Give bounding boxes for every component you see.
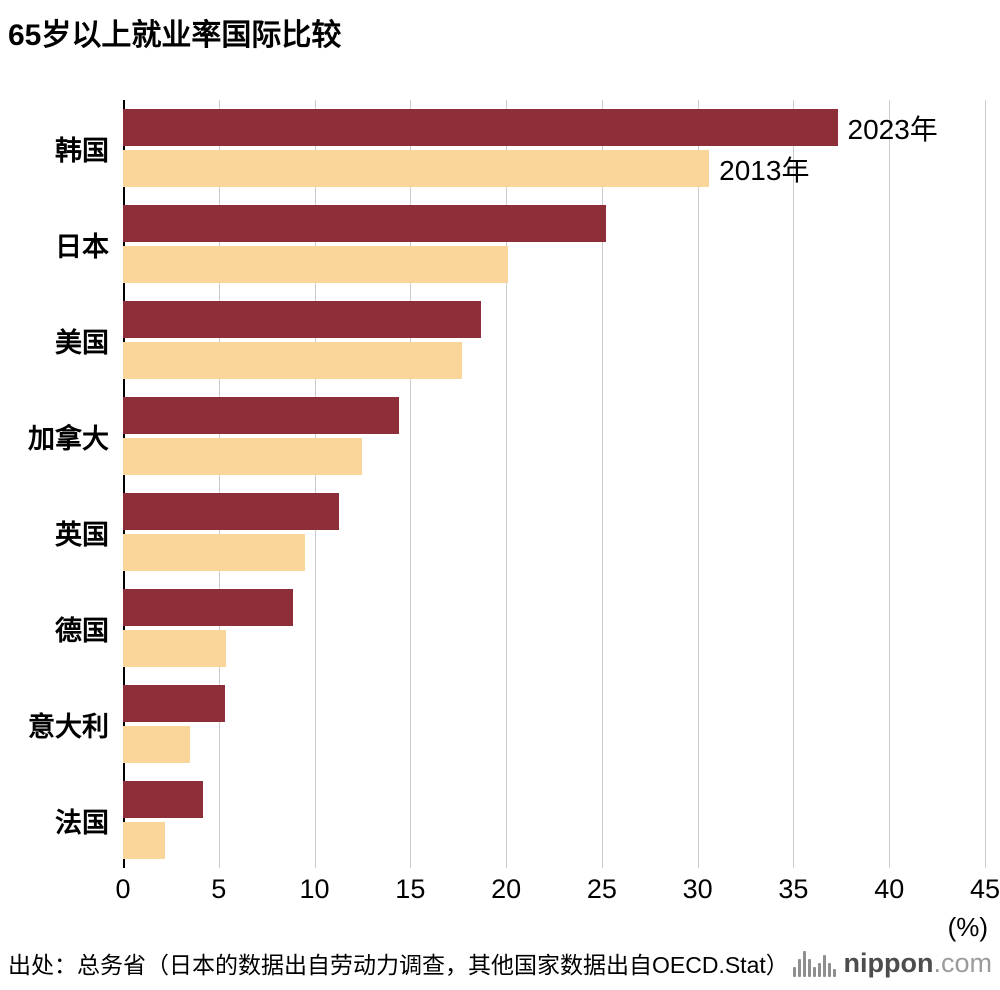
footer: 出处：总务省（日本的数据出自劳动力调查，其他国家数据出自OECD.Stat） n… (0, 946, 1000, 980)
nippon-logo-name: nippon (843, 947, 934, 978)
bar-group: 日本 (0, 196, 1000, 292)
gridline (985, 100, 986, 868)
x-tick-label: 20 (491, 874, 522, 904)
bar-row (123, 342, 985, 379)
bar-2023年 (123, 397, 399, 434)
bar-row (123, 822, 985, 859)
nippon-logo: nippon.com (792, 948, 992, 979)
bar-2013年 (123, 534, 305, 571)
bar-pair (123, 685, 985, 763)
bar-row: 2023年 (123, 109, 985, 146)
bar-2023年 (123, 589, 294, 626)
bar-2023年 (123, 109, 838, 146)
bar-row (123, 205, 985, 242)
bar-2013年 (123, 150, 710, 187)
bar-row (123, 397, 985, 434)
gridline (697, 100, 699, 868)
bar-2023年 (123, 205, 606, 242)
bar-pair (123, 301, 985, 379)
bar-2023年 (123, 781, 204, 818)
x-tick-label: 35 (778, 874, 809, 904)
y-axis-line (123, 100, 125, 868)
bar-group: 美国 (0, 292, 1000, 388)
x-tick-label: 40 (874, 874, 905, 904)
x-tick-label: 5 (211, 874, 227, 904)
bar-2013年 (123, 630, 227, 667)
bar-row (123, 781, 985, 818)
gridline (601, 100, 603, 868)
bar-row (123, 301, 985, 338)
nippon-logo-icon (792, 949, 836, 977)
bar-row (123, 438, 985, 475)
bar-row (123, 246, 985, 283)
bar-row (123, 589, 985, 626)
bar-pair (123, 589, 985, 667)
gridline (314, 100, 316, 868)
bar-group: 韩国 2023年 2013年 (0, 100, 1000, 196)
bar-row (123, 726, 985, 763)
bar-2023年 (123, 493, 340, 530)
category-label: 意大利 (28, 711, 109, 742)
bar-pair: 2023年 2013年 (123, 109, 985, 187)
category-label: 美国 (55, 327, 109, 358)
bar-chart: 韩国 2023年 2013年日本美国加拿大英国德国意大利法国 0 5 10 15 20 25 3… (0, 100, 1000, 943)
category-label: 加拿大 (28, 423, 109, 454)
x-tick-label: 10 (299, 874, 330, 904)
bar-pair (123, 205, 985, 283)
source-note: 出处：总务省（日本的数据出自劳动力调查，其他国家数据出自OECD.Stat） (8, 952, 789, 978)
bar-2023年 (123, 301, 482, 338)
category-label: 英国 (55, 519, 109, 550)
bar-group: 意大利 (0, 676, 1000, 772)
bar-group: 法国 (0, 772, 1000, 868)
x-tick-label: 45 (969, 874, 1000, 904)
bar-pair (123, 493, 985, 571)
bar-pair (123, 397, 985, 475)
x-tick-label: 30 (682, 874, 713, 904)
x-axis-ticks: 0 5 10 15 20 25 30 35 40 45 (115, 874, 1000, 910)
gridline (506, 100, 508, 868)
bar-2013年 (123, 246, 509, 283)
bar-pair (123, 781, 985, 859)
x-tick-label: 25 (586, 874, 617, 904)
bar-row (123, 685, 985, 722)
bar-group: 德国 (0, 580, 1000, 676)
x-tick-label: 15 (395, 874, 426, 904)
bar-group: 英国 (0, 484, 1000, 580)
x-axis-unit-label: (%) (947, 912, 988, 942)
bar-2013年 (123, 342, 463, 379)
bar-row (123, 493, 985, 530)
chart-title: 65岁以上就业率国际比较 (8, 19, 342, 52)
bar-group: 加拿大 (0, 388, 1000, 484)
gridlines (123, 100, 986, 868)
bar-2013年 (123, 438, 363, 475)
nippon-logo-suffix: .com (933, 947, 992, 978)
category-label: 韩国 (55, 135, 109, 166)
bar-groups: 韩国 2023年 2013年日本美国加拿大英国德国意大利法国 (0, 100, 1000, 868)
x-tick-label: 0 (115, 874, 131, 904)
bar-row (123, 630, 985, 667)
chart-body: 韩国 2023年 2013年日本美国加拿大英国德国意大利法国 (0, 100, 1000, 868)
series-label: 2023年 (847, 113, 938, 145)
gridline (793, 100, 795, 868)
nippon-logo-text: nippon.com (844, 948, 992, 979)
gridline (889, 100, 891, 868)
category-label: 德国 (55, 615, 109, 646)
bar-2013年 (123, 822, 166, 859)
bar-2023年 (123, 685, 225, 722)
gridline (218, 100, 220, 868)
bar-row (123, 534, 985, 571)
category-label: 法国 (55, 807, 109, 838)
gridline (410, 100, 412, 868)
category-label: 日本 (55, 231, 109, 262)
bar-2013年 (123, 726, 191, 763)
series-label: 2013年 (719, 154, 810, 186)
bar-row: 2013年 (123, 150, 985, 187)
